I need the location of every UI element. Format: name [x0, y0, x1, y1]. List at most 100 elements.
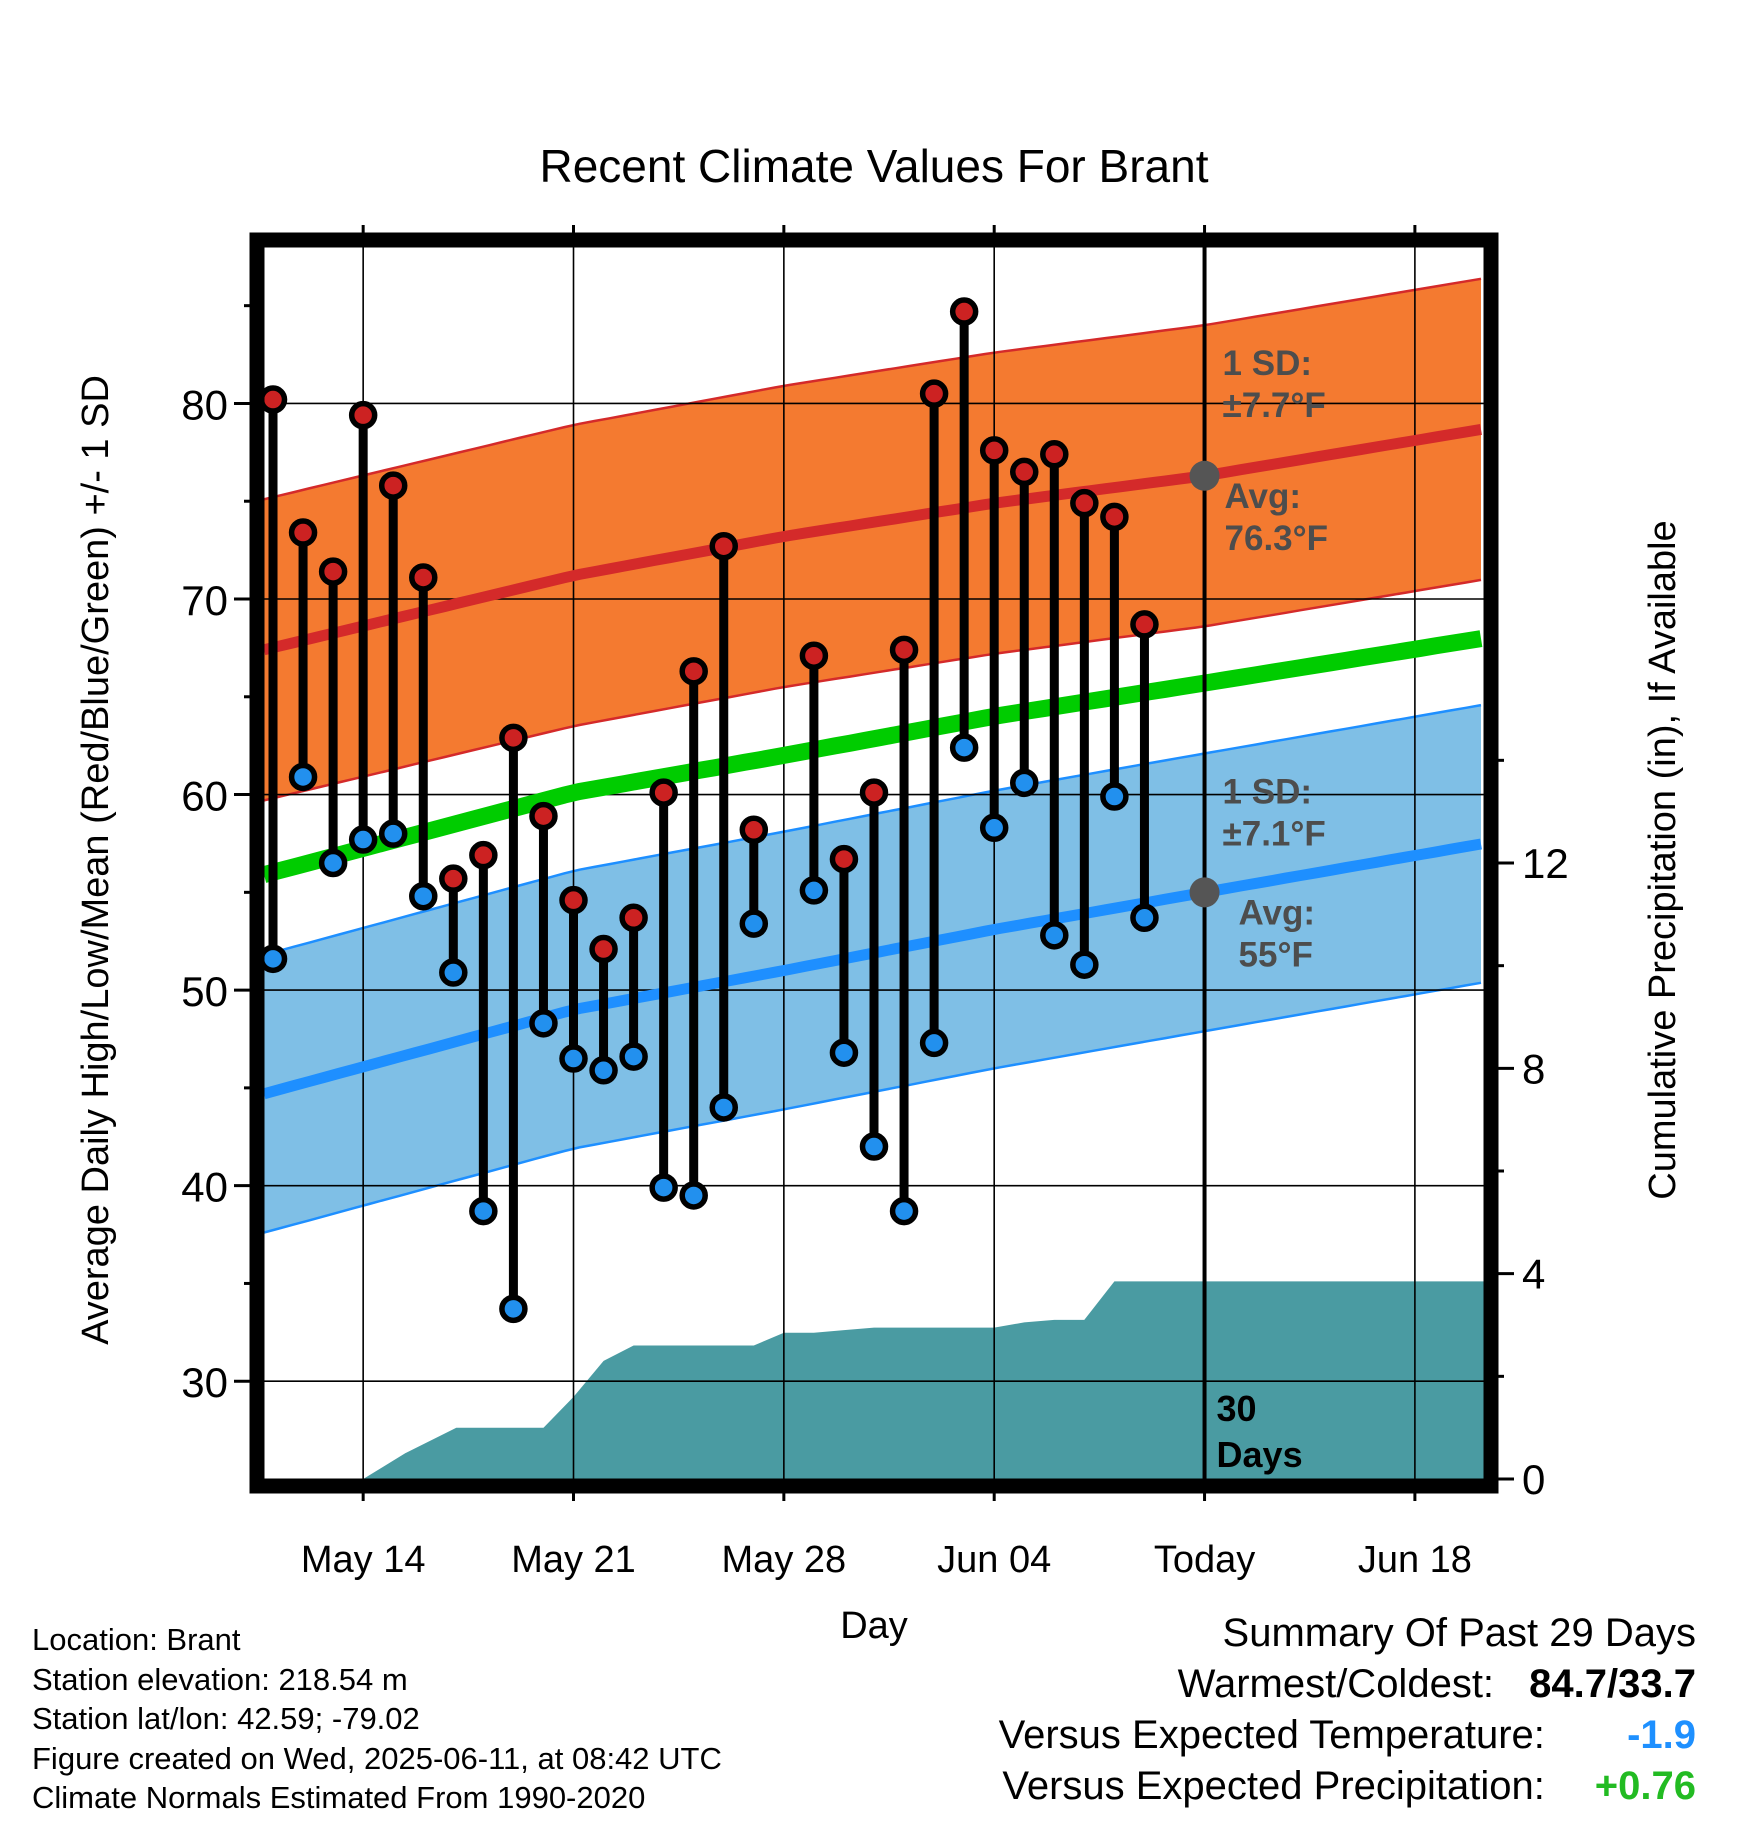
low-point [949, 733, 979, 762]
x-tick-label: Jun 04 [937, 1539, 1051, 1581]
y2-tick-label: 4 [1522, 1251, 1545, 1298]
high-point [739, 815, 769, 845]
y-tick-label: 60 [181, 773, 228, 820]
y2-tick-label: 8 [1522, 1045, 1545, 1092]
y-tick-label: 70 [181, 577, 228, 624]
low-point [1040, 921, 1069, 950]
high-point [439, 864, 468, 893]
high-point [619, 903, 648, 933]
y-tick-label: 30 [181, 1359, 228, 1406]
high-point [829, 844, 859, 874]
y-tick-label: 40 [181, 1164, 228, 1211]
low-point [439, 958, 468, 987]
low-point [1100, 782, 1129, 811]
low-point [649, 1173, 678, 1202]
station-info: Location: Brant Station elevation: 218.5… [32, 1620, 722, 1818]
x-tick-label: Jun 18 [1358, 1539, 1472, 1581]
created-text: Figure created on Wed, 2025-06-11, at 08… [32, 1740, 722, 1776]
x-tick-label: May 21 [511, 1539, 636, 1581]
low-point [348, 825, 378, 854]
temp-departure-label: Versus Expected Temperature: [998, 1713, 1545, 1757]
high-point [1130, 610, 1159, 639]
high-avg-line [264, 423, 1482, 656]
normals-text: Climate Normals Estimated From 1990-2020 [32, 1780, 646, 1815]
x-tick-label: May 14 [301, 1539, 426, 1581]
today-high-avg-marker [1189, 460, 1220, 491]
high-point [1040, 440, 1069, 469]
high-point [318, 557, 348, 586]
high-point [799, 641, 829, 670]
high-sd-label: 1 SD: [1223, 344, 1312, 383]
x-tick-label: Today [1154, 1539, 1255, 1581]
high-point [499, 723, 528, 753]
low-sd-label: 1 SD: [1223, 772, 1312, 811]
x-axis-label: Day [840, 1605, 908, 1647]
high-point [409, 563, 438, 592]
high-sd-value: ±7.7°F [1223, 386, 1326, 425]
precip-departure-value: +0.76 [1594, 1764, 1696, 1808]
axes: May 14 May 21 May 28 Jun 04 Today Jun 1830405… [181, 225, 1569, 1581]
high-point [979, 436, 1009, 465]
days-window-unit: Days [1217, 1434, 1303, 1475]
y-tick-label: 80 [181, 381, 228, 428]
warm-cold-value: 84.7/33.7 [1529, 1662, 1696, 1706]
high-point [709, 531, 739, 561]
low-point [288, 762, 318, 792]
high-sd-lower-edge [264, 578, 1482, 802]
low-point [979, 813, 1009, 843]
low-point [919, 1028, 949, 1058]
high-point [469, 840, 498, 870]
high-point [1100, 502, 1129, 532]
high-point [529, 801, 558, 831]
low-point [529, 1009, 558, 1038]
low-point [889, 1196, 919, 1226]
high-point [1070, 488, 1099, 518]
low-point [739, 909, 769, 938]
low-point [469, 1196, 498, 1226]
precip-departure-label: Versus Expected Precipitation: [1002, 1764, 1545, 1808]
high-point [348, 400, 378, 430]
low-point [829, 1038, 859, 1067]
low-point [258, 944, 288, 974]
chart-title: Recent Climate Values For Brant [540, 140, 1209, 192]
low-point [1009, 768, 1039, 798]
warm-cold-row: Warmest/Coldest: 84.7/33.7 [999, 1659, 1696, 1710]
latlon-text: Station lat/lon: 42.59; -79.02 [32, 1701, 420, 1736]
low-sd-value: ±7.1°F [1223, 814, 1326, 853]
low-avg-value: 55°F [1239, 935, 1313, 974]
y2-tick-label: 0 [1522, 1456, 1545, 1503]
high-point [378, 471, 408, 500]
low-point [409, 881, 438, 911]
high-sd-band [264, 278, 1481, 801]
low-point [859, 1132, 889, 1161]
warm-cold-label: Warmest/Coldest: [1177, 1662, 1495, 1706]
low-point [589, 1056, 618, 1085]
low-point [619, 1042, 648, 1071]
y-tick-label: 50 [181, 968, 228, 1015]
high-point [288, 518, 318, 547]
precip-area [363, 1281, 1484, 1479]
high-point [859, 778, 889, 807]
low-point [378, 819, 408, 848]
precip-departure-row: Versus Expected Precipitation: +0.76 [999, 1761, 1696, 1812]
today-low-avg-marker [1189, 877, 1220, 908]
high-point [1009, 457, 1039, 487]
high-point [559, 885, 588, 915]
y-axis-label: Average Daily High/Low/Mean (Red/Blue/Gr… [75, 375, 117, 1345]
high-point [258, 385, 288, 414]
low-avg-label: Avg: [1239, 893, 1315, 932]
y2-axis-label: Cumulative Precipitation (in), If Availa… [1642, 520, 1684, 1199]
low-point [679, 1181, 708, 1210]
daily-observations [258, 297, 1159, 1324]
x-tick-label: May 28 [722, 1539, 847, 1581]
high-point [889, 635, 919, 665]
high-point [949, 297, 979, 326]
elevation-text: Station elevation: 218.54 m [32, 1661, 408, 1697]
high-point [919, 379, 949, 408]
y2-tick-label: 12 [1522, 840, 1569, 887]
summary-heading: Summary Of Past 29 Days [1222, 1611, 1696, 1655]
low-point [499, 1294, 528, 1324]
